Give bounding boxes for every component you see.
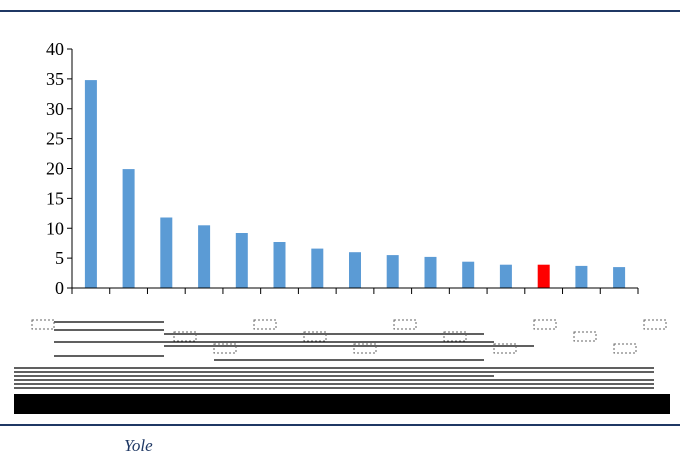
garbled-category-labels [14, 312, 670, 418]
bar [235, 233, 248, 288]
bar [311, 248, 324, 288]
garble-glyph [533, 319, 557, 330]
y-axis: 0 5 10 15 20 25 30 35 40 [46, 39, 73, 298]
highlighted-bar [537, 264, 550, 288]
bar [424, 256, 437, 288]
y-tick-label: 30 [46, 99, 64, 119]
garble-glyph [213, 343, 237, 354]
garbled-label-lines [14, 319, 667, 389]
garble-glyph [253, 319, 277, 330]
bars [84, 80, 626, 288]
y-tick-label: 20 [46, 159, 64, 179]
bar [349, 252, 361, 288]
bar [499, 264, 512, 288]
bar [386, 255, 399, 288]
y-tick-label: 15 [46, 188, 64, 208]
bar [273, 242, 286, 288]
top-rule [0, 10, 680, 12]
black-footer-bar [14, 394, 670, 414]
garble-glyph [573, 331, 597, 342]
x-axis [71, 287, 639, 294]
bar [122, 169, 135, 288]
garble-glyph [393, 319, 417, 330]
bar [462, 261, 475, 288]
garble-glyph [643, 319, 667, 330]
y-tick-label: 35 [46, 69, 64, 89]
garble-glyph [31, 319, 55, 330]
garble-glyph [493, 343, 517, 354]
garble-glyph [613, 343, 637, 354]
y-tick-label: 40 [46, 39, 64, 59]
bar [613, 267, 626, 288]
bottom-rule [0, 424, 680, 426]
garble-glyph [173, 331, 197, 342]
y-tick-label: 25 [46, 129, 64, 149]
garble-glyph [443, 331, 467, 342]
garble-glyph [303, 331, 327, 342]
source-label: Yole [124, 436, 153, 455]
bar [160, 217, 173, 288]
y-tick-label: 10 [46, 218, 64, 238]
y-tick-label: 0 [55, 278, 64, 298]
garble-glyph [353, 343, 377, 354]
y-tick-label: 5 [55, 248, 64, 268]
bar [575, 265, 588, 288]
bar [84, 80, 97, 288]
bar-chart: 0 5 10 15 20 25 30 35 40 [46, 39, 639, 298]
bar [198, 225, 211, 288]
